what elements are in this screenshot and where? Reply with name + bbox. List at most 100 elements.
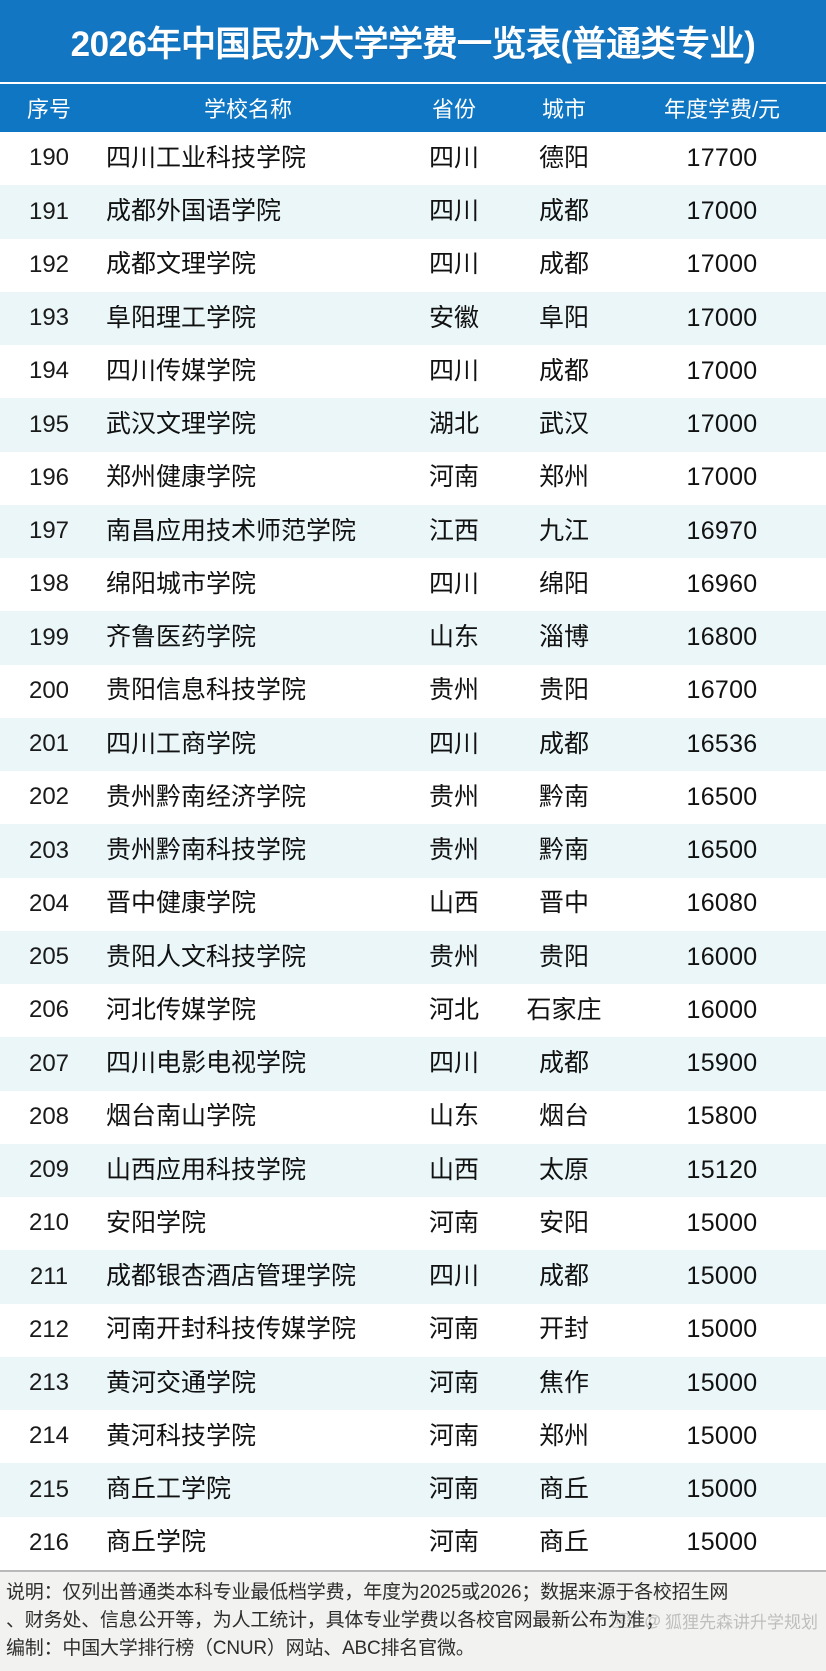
cell-school: 南昌应用技术师范学院 xyxy=(106,517,357,545)
cell-province: 四川 xyxy=(428,730,479,758)
cell-rank: 192 xyxy=(28,251,70,278)
cell-school: 贵阳人文科技学院 xyxy=(106,943,307,971)
cell-rank: 199 xyxy=(28,624,70,651)
table-row: 215 商丘工学院 河南 商丘 15000 xyxy=(0,1463,826,1517)
page-title: 2026年中国民办大学学费一览表(普通类专业) xyxy=(70,24,756,64)
cell-fee: 15000 xyxy=(686,1369,758,1397)
cell-fee: 16960 xyxy=(686,570,758,598)
cell-city: 淄博 xyxy=(538,624,589,652)
table-row: 198 绵阳城市学院 四川 绵阳 16960 xyxy=(0,558,826,612)
cell-rank: 202 xyxy=(28,784,70,811)
cell-province: 河南 xyxy=(428,1369,479,1397)
cell-fee: 15000 xyxy=(686,1476,758,1504)
table-row: 190 四川工业科技学院 四川 德阳 17700 xyxy=(0,132,826,186)
cell-school: 郑州健康学院 xyxy=(106,464,257,492)
footer-note: 说明：仅列出普通类本科专业最低档学费，年度为2025或2026；数据来源于各校招… xyxy=(0,1569,826,1671)
cell-fee: 16800 xyxy=(686,624,758,652)
cell-fee: 15900 xyxy=(686,1050,758,1078)
cell-school: 贵州黔南科技学院 xyxy=(106,837,307,865)
cell-school: 河南开封科技传媒学院 xyxy=(106,1316,357,1344)
cell-rank: 206 xyxy=(28,997,70,1024)
cell-rank: 197 xyxy=(28,518,70,545)
cell-school: 贵州黔南经济学院 xyxy=(106,783,307,811)
cell-rank: 209 xyxy=(28,1157,70,1184)
cell-rank: 191 xyxy=(28,198,70,225)
cell-city: 黔南 xyxy=(538,837,589,865)
table-row: 207 四川电影电视学院 四川 成都 15900 xyxy=(0,1037,826,1091)
cell-city: 黔南 xyxy=(538,783,589,811)
cell-school: 晋中健康学院 xyxy=(106,890,257,918)
cell-fee: 15800 xyxy=(686,1103,758,1131)
cell-fee: 16000 xyxy=(686,996,758,1024)
cell-school: 河北传媒学院 xyxy=(106,996,257,1024)
cell-rank: 207 xyxy=(28,1050,70,1077)
cell-fee: 17000 xyxy=(686,251,758,279)
cell-city: 商丘 xyxy=(538,1476,589,1504)
table-row: 199 齐鲁医药学院 山东 淄博 16800 xyxy=(0,611,826,665)
cell-fee: 16080 xyxy=(686,890,758,918)
cell-city: 九江 xyxy=(538,517,589,545)
table-row: 197 南昌应用技术师范学院 江西 九江 16970 xyxy=(0,504,826,558)
cell-province: 山西 xyxy=(428,890,479,918)
cell-school: 阜阳理工学院 xyxy=(106,304,257,332)
table-row: 194 四川传媒学院 四川 成都 17000 xyxy=(0,345,826,399)
cell-city: 郑州 xyxy=(538,464,589,492)
cell-rank: 214 xyxy=(28,1423,70,1450)
cell-school: 商丘学院 xyxy=(106,1529,207,1557)
cell-fee: 17000 xyxy=(686,357,758,385)
cell-province: 四川 xyxy=(428,1050,479,1078)
table-row: 191 成都外国语学院 四川 成都 17000 xyxy=(0,185,826,239)
table-row: 212 河南开封科技传媒学院 河南 开封 15000 xyxy=(0,1303,826,1357)
cell-city: 武汉 xyxy=(538,411,589,439)
cell-province: 安徽 xyxy=(428,304,479,332)
cell-fee: 17000 xyxy=(686,464,758,492)
table-row: 214 黄河科技学院 河南 郑州 15000 xyxy=(0,1410,826,1464)
cell-province: 河南 xyxy=(428,1316,479,1344)
cell-rank: 212 xyxy=(28,1316,70,1343)
cell-province: 山东 xyxy=(428,624,479,652)
cell-rank: 198 xyxy=(28,571,70,598)
table-row: 209 山西应用科技学院 山西 太原 15120 xyxy=(0,1143,826,1197)
column-header-fee: 年度学费/元 xyxy=(663,97,781,122)
cell-fee: 17000 xyxy=(686,304,758,332)
cell-city: 贵阳 xyxy=(538,677,589,705)
column-header-city: 城市 xyxy=(541,97,586,122)
table-row: 200 贵阳信息科技学院 贵州 贵阳 16700 xyxy=(0,664,826,718)
table-row: 206 河北传媒学院 河北 石家庄 16000 xyxy=(0,984,826,1038)
cell-rank: 213 xyxy=(28,1370,70,1397)
cell-fee: 17000 xyxy=(686,198,758,226)
cell-province: 河南 xyxy=(428,1422,479,1450)
cell-rank: 215 xyxy=(28,1476,70,1503)
cell-province: 四川 xyxy=(428,1263,479,1291)
cell-fee: 16000 xyxy=(686,943,758,971)
cell-province: 四川 xyxy=(428,251,479,279)
table-row: 216 商丘学院 河南 商丘 15000 xyxy=(0,1516,826,1570)
cell-province: 四川 xyxy=(428,144,479,172)
cell-city: 开封 xyxy=(538,1316,589,1344)
cell-school: 四川工业科技学院 xyxy=(106,144,307,172)
cell-province: 山东 xyxy=(428,1103,479,1131)
cell-province: 四川 xyxy=(428,198,479,226)
cell-city: 焦作 xyxy=(538,1369,589,1397)
cell-city: 晋中 xyxy=(538,890,589,918)
cell-province: 贵州 xyxy=(428,837,479,865)
cell-school: 黄河科技学院 xyxy=(106,1422,257,1450)
cell-rank: 216 xyxy=(28,1529,70,1556)
table-row: 205 贵阳人文科技学院 贵州 贵阳 16000 xyxy=(0,930,826,984)
table-row: 211 成都银杏酒店管理学院 四川 成都 15000 xyxy=(0,1250,826,1304)
cell-fee: 16500 xyxy=(686,837,758,865)
cell-city: 绵阳 xyxy=(538,570,589,598)
cell-city: 成都 xyxy=(538,730,589,758)
cell-city: 太原 xyxy=(538,1156,589,1184)
cell-city: 成都 xyxy=(538,1263,589,1291)
cell-fee: 15000 xyxy=(686,1529,758,1557)
cell-rank: 203 xyxy=(28,837,70,864)
cell-rank: 196 xyxy=(28,464,70,491)
cell-school: 四川传媒学院 xyxy=(106,357,257,385)
cell-fee: 15000 xyxy=(686,1422,758,1450)
cell-city: 成都 xyxy=(538,198,589,226)
cell-province: 贵州 xyxy=(428,783,479,811)
cell-rank: 211 xyxy=(29,1263,69,1290)
cell-fee: 16700 xyxy=(686,677,758,705)
cell-school: 四川电影电视学院 xyxy=(106,1050,307,1078)
